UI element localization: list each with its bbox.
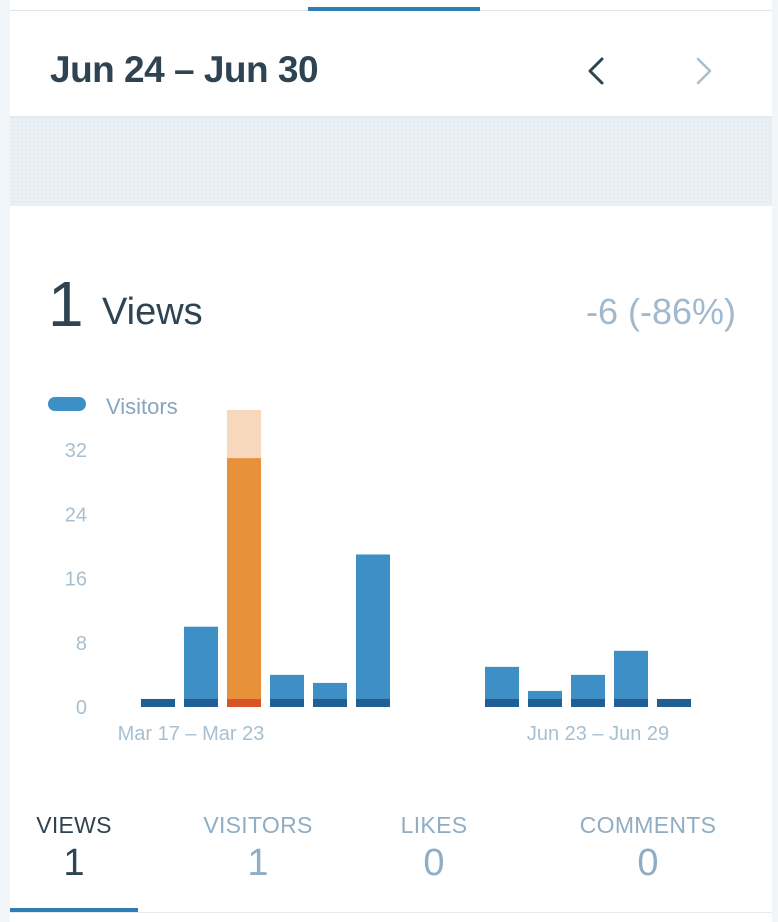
views-bar-chart: 0 8 16 24 32 Mar 17 – Mar 23 Jun 23 – Jun 29 [65, 409, 691, 745]
visitors-bar-2[interactable] [227, 698, 261, 707]
visitors-bar-11[interactable] [614, 698, 648, 707]
visitors-bar-4[interactable] [313, 698, 347, 707]
views-bar-5[interactable] [356, 554, 390, 707]
visitors-bar-1[interactable] [184, 698, 218, 707]
period-title: Jun 24 – Jun 30 [50, 49, 319, 90]
tab-visitors[interactable]: VISITORS 1 [180, 800, 336, 916]
stats-tabs: VIEWS 1 VISITORS 1 LIKES 0 COMMENTS 0 [10, 800, 772, 916]
chevron-left-icon [588, 57, 604, 85]
tab-likes-label: LIKES [400, 812, 468, 838]
tab-views-label: VIEWS [36, 812, 112, 838]
previous-period-button[interactable] [578, 51, 618, 95]
x-tick-label-1: Jun 23 – Jun 29 [527, 723, 669, 745]
tab-views-value: 1 [63, 842, 85, 884]
top-tab-indicator [308, 7, 480, 11]
tab-comments-value: 0 [637, 842, 659, 884]
active-tab-underline [10, 908, 138, 912]
bottom-divider [10, 912, 772, 913]
visitors-bar-5[interactable] [356, 698, 390, 707]
views-bar-1[interactable] [184, 626, 218, 707]
y-tick-label-32: 32 [65, 440, 87, 462]
legend-swatch [48, 397, 86, 411]
views-label: Views [102, 291, 203, 333]
views-summary: 1 Views -6 (-86%) [10, 260, 772, 350]
period-header: Jun 24 – Jun 30 [10, 11, 772, 117]
y-tick-label-8: 8 [76, 633, 87, 655]
tab-likes-value: 0 [423, 842, 445, 884]
views-change: -6 (-86%) [585, 291, 736, 332]
frame-left-edge [0, 0, 10, 922]
tab-comments[interactable]: COMMENTS 0 [562, 800, 734, 916]
next-period-button[interactable] [682, 51, 722, 95]
visitors-bar-8[interactable] [485, 698, 519, 707]
loading-placeholder [10, 118, 772, 206]
y-tick-label-0: 0 [76, 697, 87, 719]
tab-visitors-value: 1 [247, 842, 269, 884]
frame-right-edge [772, 0, 778, 922]
header-divider [10, 116, 772, 118]
tab-visitors-label: VISITORS [203, 812, 313, 838]
views-count: 1 [48, 268, 84, 340]
x-tick-label-0: Mar 17 – Mar 23 [118, 723, 265, 745]
y-tick-label-24: 24 [65, 504, 87, 526]
visitors-bar-3[interactable] [270, 698, 304, 707]
views-bar-11[interactable] [614, 650, 648, 707]
legend-label: Visitors [106, 394, 178, 419]
visitors-bar-12[interactable] [657, 698, 691, 707]
visitors-bar-10[interactable] [571, 698, 605, 707]
y-tick-label-16: 16 [65, 569, 87, 591]
visitors-bar-0[interactable] [141, 698, 175, 707]
views-bar-2[interactable] [227, 458, 261, 707]
tab-comments-label: COMMENTS [579, 812, 717, 838]
tab-likes[interactable]: LIKES 0 [376, 800, 492, 916]
visitors-bar-9[interactable] [528, 698, 562, 707]
chevron-right-icon [696, 57, 712, 85]
tab-views[interactable]: VIEWS 1 [10, 800, 138, 916]
